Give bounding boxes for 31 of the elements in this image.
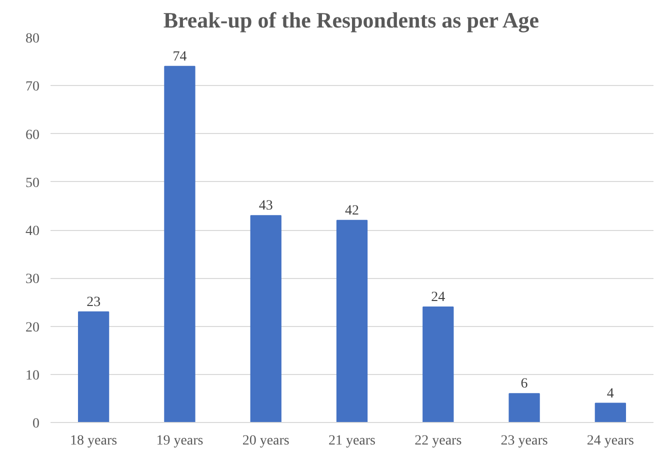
y-tick-label: 30 — [26, 272, 40, 288]
data-label: 42 — [345, 203, 359, 218]
y-tick-label: 40 — [26, 224, 40, 239]
y-tick-label: 10 — [26, 368, 40, 384]
bar — [594, 402, 626, 422]
chart-title: Break-up of the Respondents as per Age — [163, 8, 540, 32]
bar — [422, 306, 454, 422]
y-tick-label: 70 — [26, 80, 40, 95]
x-tick-label: 24 years — [586, 434, 634, 448]
data-label: 43 — [258, 198, 273, 214]
y-tick-label: 20 — [26, 320, 40, 336]
x-tick-label: 23 years — [500, 434, 548, 448]
y-tick-label: 50 — [26, 176, 40, 191]
y-tick-label: 80 — [26, 32, 40, 46]
y-tick-label: 0 — [32, 416, 40, 432]
bar — [508, 393, 540, 422]
x-tick-label: 18 years — [70, 434, 118, 448]
data-label: 74 — [172, 49, 187, 64]
data-label: 24 — [431, 290, 446, 305]
x-tick-label: 20 years — [242, 434, 290, 448]
x-tick-label: 19 years — [156, 434, 204, 448]
x-tick-label: 22 years — [414, 434, 462, 448]
y-tick-label: 60 — [26, 128, 40, 143]
bar — [78, 311, 110, 422]
data-label: 4 — [606, 386, 614, 402]
x-tick-label: 21 years — [328, 434, 376, 448]
data-label: 23 — [86, 294, 101, 310]
data-label: 6 — [520, 376, 528, 392]
bar — [336, 220, 368, 422]
bar — [250, 215, 282, 422]
bar — [164, 66, 196, 422]
